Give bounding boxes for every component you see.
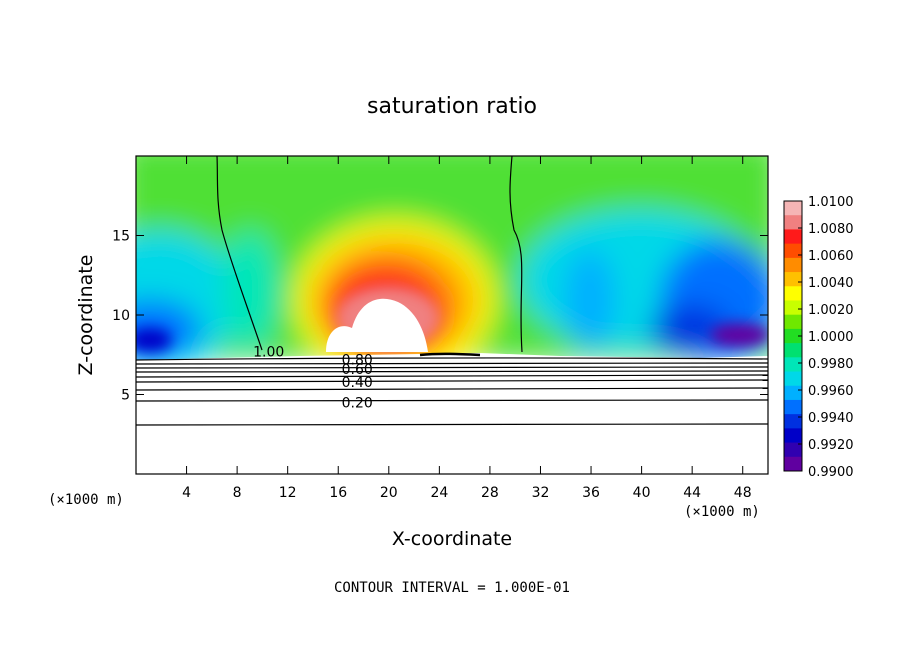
colorbar-label: 1.0040 xyxy=(808,276,854,291)
x-tick-label: 36 xyxy=(582,485,600,501)
contour-label: 0.20 xyxy=(342,395,373,411)
white-core xyxy=(326,298,428,352)
colorbar-label: 1.0080 xyxy=(808,222,854,237)
x-unit-label-right: (×1000 m) xyxy=(684,504,760,520)
colorbar-label: 1.0020 xyxy=(808,303,854,318)
y-tick-label: 5 xyxy=(121,388,130,404)
colorbar-swatch xyxy=(784,371,802,387)
colorbar-swatch xyxy=(784,456,802,472)
y-axis-label: Z-coordinate xyxy=(75,255,97,376)
colorbar-swatch xyxy=(784,343,802,358)
colorbar-label: 0.9960 xyxy=(808,384,854,399)
x-tick-label: 16 xyxy=(329,485,347,501)
colorbar-swatch xyxy=(784,314,802,330)
x-tick-label: 20 xyxy=(380,485,398,501)
x-tick-label: 32 xyxy=(532,485,550,501)
colorbar-swatch xyxy=(784,442,802,458)
x-axis-label: X-coordinate xyxy=(392,528,512,550)
x-unit-label-left: (×1000 m) xyxy=(48,492,124,508)
colorbar-swatch xyxy=(784,357,802,373)
colorbar-swatch xyxy=(784,414,802,429)
contour-label: 0.80 xyxy=(342,353,373,369)
x-tick-label: 28 xyxy=(481,485,499,501)
colorbar-swatch xyxy=(784,257,802,273)
contour-interval-note: CONTOUR INTERVAL = 1.000E-01 xyxy=(334,580,570,596)
colorbar-swatch xyxy=(784,328,802,344)
colorbar-swatch xyxy=(784,399,802,415)
contour-label: 0.40 xyxy=(342,375,373,391)
colorbar-label: 0.9940 xyxy=(808,411,854,426)
x-tick-label: 24 xyxy=(430,485,448,501)
heatmap-field xyxy=(136,156,768,474)
colorbar-label: 1.0060 xyxy=(808,249,854,264)
colorbar-swatch xyxy=(784,286,802,301)
x-tick-label: 4 xyxy=(182,485,191,501)
y-axis: 5 10 15 xyxy=(112,229,768,404)
colorbar-label: 1.0000 xyxy=(808,330,854,345)
y-tick-label: 10 xyxy=(112,308,130,324)
colorbar-swatch xyxy=(784,428,802,444)
x-tick-label: 48 xyxy=(734,485,752,501)
lower-blank xyxy=(136,353,768,474)
colorbar: 1.0100 1.0080 1.0060 1.0040 1.0020 1.0000 0.99… xyxy=(783,195,854,480)
contour-labels: 1.00 0.800.600.40 0.20 xyxy=(253,345,373,412)
x-axis: 4 8 12 16 20 24 28 32 36 40 44 48 xyxy=(182,156,752,501)
colorbar-swatch xyxy=(784,215,802,230)
x-tick-label: 12 xyxy=(279,485,297,501)
colorbar-swatch xyxy=(784,300,802,316)
colorbar-label: 1.0100 xyxy=(808,195,854,210)
x-tick-label: 40 xyxy=(633,485,651,501)
colorbar-swatch xyxy=(784,272,802,287)
colorbar-swatch xyxy=(784,201,802,216)
colorbar-label: 0.9980 xyxy=(808,357,854,372)
x-tick-label: 44 xyxy=(683,485,701,501)
chart-title: saturation ratio xyxy=(367,94,537,119)
colorbar-swatch xyxy=(784,229,802,245)
x-tick-label: 8 xyxy=(233,485,242,501)
colorbar-swatch xyxy=(784,243,802,259)
colorbar-label: 0.9900 xyxy=(808,465,854,480)
y-tick-label: 15 xyxy=(112,229,130,245)
colorbar-swatch xyxy=(784,385,802,401)
contour-label: 0.60 xyxy=(342,362,373,378)
contour-label: 1.00 xyxy=(253,345,284,361)
colorbar-label: 0.9920 xyxy=(808,438,854,453)
